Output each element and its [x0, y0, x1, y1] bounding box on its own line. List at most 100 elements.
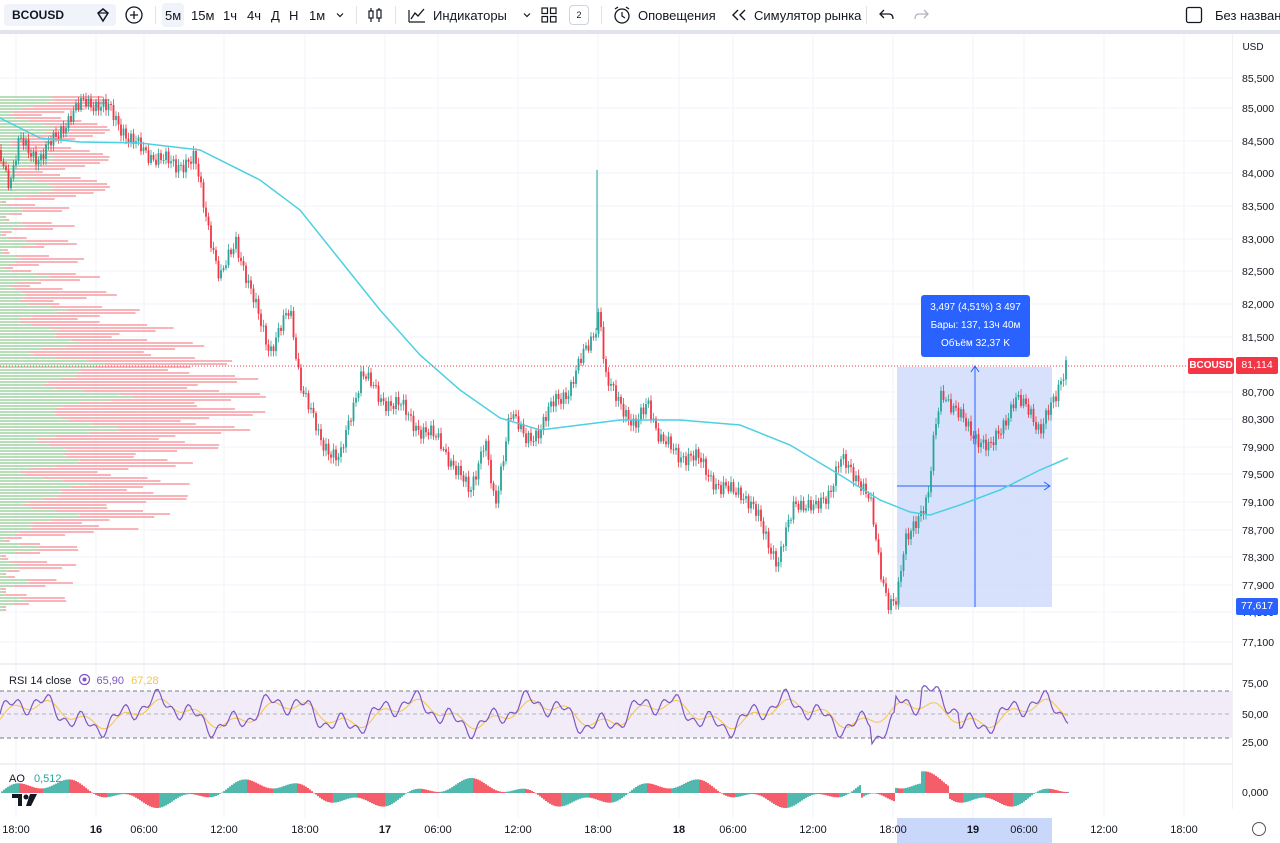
candle-body [867, 493, 870, 499]
candle-body [562, 392, 565, 404]
chart-type-button[interactable] [366, 0, 384, 30]
volume-profile-bar [0, 465, 55, 467]
settings-gear-icon[interactable] [1252, 822, 1266, 836]
symbol-flag-icon[interactable] [94, 6, 112, 24]
interval-week[interactable]: Н [289, 0, 298, 30]
ao-bar [475, 778, 477, 793]
ao-bar [233, 783, 235, 793]
chart-canvas[interactable] [0, 34, 1232, 843]
interval-15m[interactable]: 15м [191, 0, 214, 30]
indicators-button[interactable]: Индикаторы [407, 0, 533, 30]
ao-bar [911, 786, 913, 793]
ao-bar [649, 783, 651, 793]
ao-bar [111, 793, 113, 797]
ao-bar [173, 793, 175, 801]
volume-profile-bar [0, 279, 39, 281]
volume-profile-bar [0, 132, 46, 134]
volume-profile-bar [0, 369, 81, 371]
ao-bar [479, 780, 481, 793]
volume-profile-bar [54, 465, 176, 467]
candle-body [430, 425, 432, 436]
symbol-search[interactable]: BCOUSD [4, 4, 116, 26]
ao-bar [509, 791, 511, 793]
last-price-label: 81,114 [1236, 357, 1278, 374]
candle-body [890, 599, 892, 610]
volume-profile-bar [0, 108, 22, 110]
candle-body [472, 476, 475, 491]
ao-bar [949, 793, 951, 799]
price-tick-label: 80,700 [1242, 387, 1274, 399]
rsi-legend[interactable]: RSI 14 close 65,90 67,28 [9, 673, 159, 687]
candle-body [425, 427, 427, 433]
ao-bar [489, 786, 491, 793]
rsi-tick-label: 75,00 [1242, 678, 1268, 690]
replay-button[interactable]: Симулятор рынка [730, 0, 861, 30]
candle-body [1040, 424, 1042, 434]
ao-bar [701, 780, 703, 793]
ao-histogram [1, 771, 1069, 808]
ao-bar [693, 779, 695, 793]
candle-body [67, 116, 70, 128]
layout-name-button[interactable]: Без назван [1185, 0, 1280, 30]
rsi-settings-icon[interactable] [78, 673, 91, 686]
interval-month[interactable]: 1м [309, 0, 325, 30]
ao-bar [517, 789, 519, 793]
interval-4h[interactable]: 4ч [247, 0, 261, 30]
candle-body [1025, 398, 1027, 405]
volume-profile-bar [0, 510, 57, 512]
candle-body [660, 434, 662, 442]
candle-body [375, 385, 377, 387]
redo-button[interactable] [912, 0, 930, 30]
volume-profile-bar [49, 327, 174, 329]
volume-profile-bar [12, 174, 61, 176]
ao-bar [235, 782, 237, 793]
candle-body [810, 500, 812, 511]
candle-body [207, 216, 210, 226]
candle-body [685, 456, 687, 466]
volume-profile-bar [0, 423, 91, 425]
ao-bar [879, 793, 881, 795]
ao-bar [865, 793, 867, 796]
candle-body [330, 454, 332, 458]
candle-body [25, 139, 27, 146]
price-scale[interactable]: 85,500 85,000 84,500 84,000 83,500 83,000 82,5… [1232, 34, 1280, 809]
currency-button[interactable]: USD [1242, 42, 1264, 53]
volume-profile-bar [0, 441, 38, 443]
ao-bar [783, 793, 785, 808]
ao-bar [1009, 793, 1011, 807]
candle-body [565, 392, 567, 400]
candle-body [462, 475, 465, 482]
candle-body [202, 182, 205, 208]
candle-body [1022, 398, 1025, 407]
volume-profile-bar [0, 111, 14, 113]
compare-button[interactable] [124, 0, 144, 30]
volume-profile-bar [0, 300, 21, 302]
candle-body [245, 265, 247, 283]
ao-bar [905, 787, 907, 793]
ao-bar [957, 793, 959, 803]
alerts-button[interactable]: Оповещения [612, 0, 716, 30]
candle-body [897, 581, 900, 605]
undo-button[interactable] [878, 0, 896, 30]
ao-bar [461, 780, 463, 793]
volume-profile-bar [0, 105, 34, 107]
interval-5m[interactable]: 5м [162, 3, 185, 27]
interval-1h[interactable]: 1ч [223, 0, 237, 30]
candle-body [422, 427, 425, 439]
time-axis[interactable]: 18:00 16 06:00 12:00 18:00 17 06:00 12:0… [0, 818, 1232, 843]
interval-dropdown[interactable] [334, 0, 346, 30]
interval-day[interactable]: Д [271, 0, 280, 30]
candle-body [705, 458, 707, 475]
time-label: 18:00 [291, 824, 319, 836]
ao-bar [159, 793, 161, 808]
layouts-button[interactable]: 2 [541, 0, 589, 30]
candle-body [355, 397, 357, 403]
volume-profile-bar [3, 249, 8, 251]
volume-profile-bar [0, 459, 80, 461]
candle-body [415, 425, 417, 431]
ao-bar [853, 789, 855, 793]
ao-bar [343, 793, 345, 801]
volume-profile-bar [0, 477, 44, 479]
ao-legend[interactable]: AO 0,512 [9, 773, 62, 785]
volume-profile-bar [0, 129, 54, 131]
